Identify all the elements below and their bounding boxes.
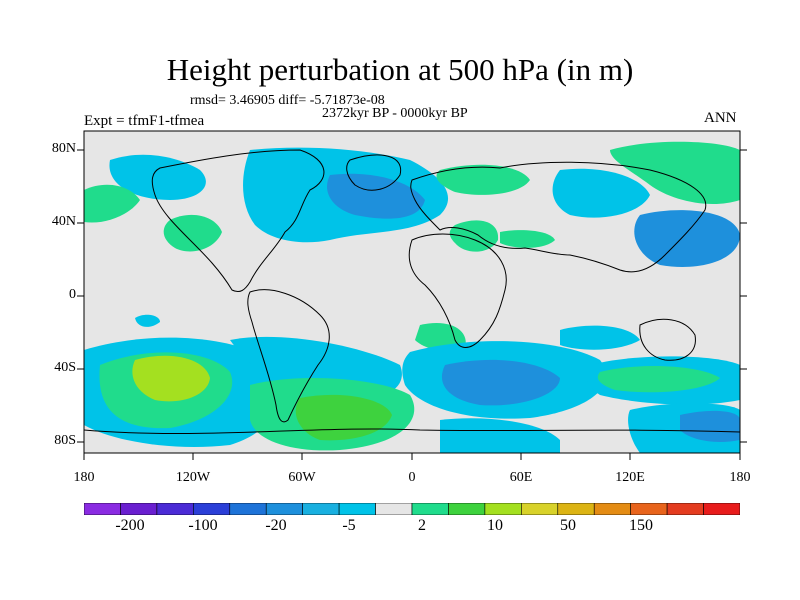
lon-label: 60W bbox=[288, 470, 316, 485]
south-america-coast bbox=[247, 289, 330, 423]
contour-region bbox=[634, 210, 740, 267]
lon-label: 0 bbox=[408, 470, 416, 485]
colorbar-swatch bbox=[375, 503, 413, 515]
colorbar-swatch bbox=[229, 503, 267, 515]
lat-label: 40S bbox=[54, 360, 76, 375]
colorbar-swatch bbox=[411, 503, 449, 515]
lon-label: 60E bbox=[509, 470, 533, 485]
colorbar-swatch bbox=[557, 503, 595, 515]
colorbar-swatch bbox=[265, 503, 303, 515]
colorbar-label: -200 bbox=[115, 517, 145, 534]
colorbar-label: 50 bbox=[560, 517, 576, 534]
rmsd-diff-stats: rmsd= 3.46905 diff= -5.71873e-08 bbox=[190, 93, 385, 108]
lon-ticks bbox=[83, 453, 741, 460]
contour-region bbox=[327, 173, 425, 219]
contour-region bbox=[610, 141, 740, 205]
experiment-label: Expt = tfmF1-tfmea bbox=[84, 113, 205, 129]
contour-region bbox=[163, 214, 222, 252]
colorbar-label: -100 bbox=[188, 517, 218, 534]
contour-region bbox=[109, 154, 206, 200]
colorbar-swatch bbox=[156, 503, 194, 515]
colorbar-label: 10 bbox=[487, 517, 503, 534]
colorbar-label: 150 bbox=[629, 517, 653, 534]
lat-label: 80N bbox=[51, 141, 76, 156]
colorbar-swatch bbox=[593, 503, 631, 515]
colorbar-swatch bbox=[448, 503, 486, 515]
contour-region bbox=[436, 164, 530, 195]
north-america-coast bbox=[151, 149, 325, 293]
colorbar-swatch bbox=[484, 503, 522, 515]
colorbar-swatch bbox=[84, 503, 121, 515]
coastlines bbox=[84, 149, 740, 435]
time-period: 2372kyr BP - 0000kyr BP bbox=[322, 106, 468, 121]
colorbar bbox=[84, 503, 740, 515]
contour-region bbox=[440, 418, 560, 453]
colorbar-swatch bbox=[338, 503, 376, 515]
lon-label: 120W bbox=[175, 470, 211, 485]
contour-region bbox=[135, 314, 160, 327]
lon-label: 180 bbox=[73, 470, 95, 485]
antarctica-coast bbox=[84, 428, 740, 435]
eurasia-coast bbox=[410, 161, 707, 273]
season-label: ANN bbox=[704, 110, 737, 126]
contour-region bbox=[560, 325, 640, 350]
colorbar-swatch bbox=[302, 503, 340, 515]
lon-label: 180 bbox=[729, 470, 751, 485]
australia-coast bbox=[639, 318, 696, 361]
greenland-coast bbox=[346, 154, 402, 191]
lat-ticks bbox=[77, 149, 747, 443]
contour-region bbox=[132, 355, 210, 402]
lon-label: 120E bbox=[615, 470, 645, 485]
contour-region bbox=[680, 410, 740, 442]
colorbar-swatch bbox=[120, 503, 158, 515]
africa-coast bbox=[408, 233, 507, 348]
colorbar-swatch bbox=[193, 503, 231, 515]
contour-region bbox=[552, 168, 650, 218]
contour-region bbox=[500, 230, 555, 248]
contour-region bbox=[84, 184, 140, 223]
colorbar-swatch bbox=[666, 503, 704, 515]
lat-label: 80S bbox=[54, 433, 76, 448]
colorbar-label: -20 bbox=[265, 517, 287, 534]
colorbar-swatch bbox=[521, 503, 559, 515]
colorbar-swatch bbox=[630, 503, 668, 515]
contour-region bbox=[597, 366, 720, 393]
colorbar-label: -5 bbox=[342, 517, 356, 534]
lat-label: 0 bbox=[69, 287, 76, 302]
map-title: Height perturbation at 500 hPa (in m) bbox=[166, 52, 634, 87]
colorbar-swatch bbox=[703, 503, 740, 515]
lat-label: 40N bbox=[51, 214, 76, 229]
contour-region bbox=[441, 359, 560, 406]
contour-region bbox=[449, 220, 499, 252]
colorbar-label: 2 bbox=[418, 517, 426, 534]
